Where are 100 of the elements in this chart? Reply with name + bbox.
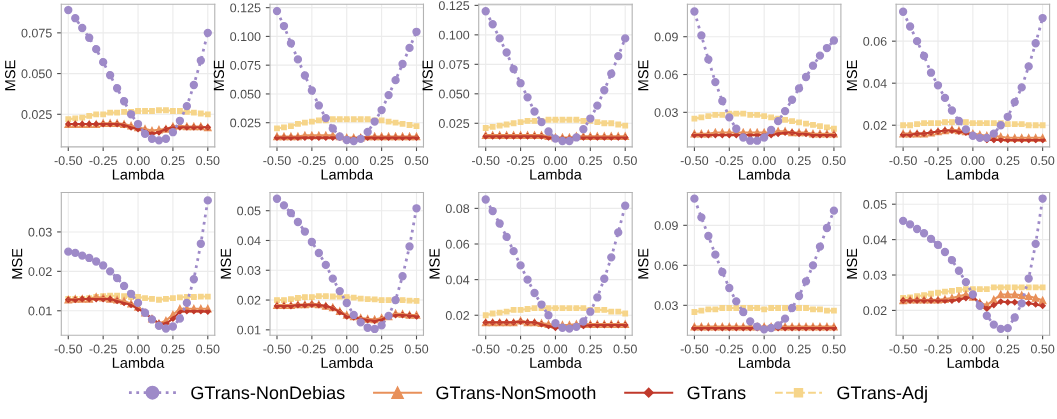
y-tick-label: 0.09 [654, 32, 678, 42]
x-tick-label: -0.25 [924, 344, 952, 354]
y-tick-label: 0.02 [445, 311, 470, 320]
y-tick-label: 0.01 [28, 306, 52, 316]
y-tick-label: 0.06 [863, 36, 887, 46]
x-tick-label: -0.25 [506, 156, 535, 166]
x-tick-label: 0.00 [543, 156, 568, 166]
x-axis-title: Lambda [739, 357, 791, 368]
legend-label: GTrans [687, 386, 746, 400]
x-tick-label: -0.25 [298, 156, 326, 166]
x-tick-label: 0.00 [335, 156, 359, 166]
y-tick-label: 0.05 [863, 200, 887, 209]
x-tick-label: 0.25 [578, 156, 602, 166]
y-axis-title: MSE [638, 248, 649, 279]
x-axis-title: Lambda [947, 168, 1000, 180]
x-tick-label: 0.00 [126, 344, 150, 354]
x-tick-label: 0.50 [196, 344, 220, 354]
y-tick-label: 0.01 [237, 325, 261, 335]
x-tick-label: 0.50 [196, 156, 220, 166]
x-tick-label: -0.25 [715, 156, 744, 166]
y-tick-label: 0.125 [438, 1, 470, 11]
x-axis-title: Lambda [530, 357, 582, 368]
x-tick-label: 0.00 [335, 344, 359, 354]
x-tick-label: -0.50 [889, 156, 917, 166]
y-tick-label: 0.050 [21, 69, 52, 79]
x-axis-title: Lambda [739, 168, 791, 180]
y-tick-label: 0.100 [230, 32, 261, 42]
y-tick-label: 0.100 [438, 30, 470, 40]
x-tick-label: 0.50 [822, 344, 846, 354]
x-tick-label: 0.25 [369, 344, 394, 354]
y-tick-label: 0.04 [863, 79, 887, 88]
x-tick-label: -0.25 [924, 156, 952, 166]
y-tick-label: 0.075 [438, 60, 470, 69]
x-tick-label: -0.50 [680, 344, 709, 354]
x-tick-label: 0.50 [1030, 344, 1055, 354]
y-tick-label: 0.09 [654, 221, 678, 230]
x-tick-label: -0.50 [472, 156, 500, 166]
y-tick-label: 0.03 [654, 108, 678, 117]
x-tick-label: 0.25 [996, 344, 1020, 354]
y-tick-label: 0.06 [445, 239, 470, 249]
x-tick-label: -0.25 [715, 344, 744, 354]
y-tick-label: 0.02 [863, 306, 887, 316]
x-tick-label: 0.50 [613, 344, 637, 354]
x-tick-label: -0.50 [263, 344, 291, 354]
y-tick-label: 0.025 [230, 118, 261, 128]
x-tick-label: -0.25 [298, 344, 326, 354]
y-axis-title: MSE [220, 248, 231, 279]
x-tick-label: -0.50 [889, 344, 917, 354]
x-tick-label: 0.00 [961, 156, 985, 166]
y-tick-label: 0.08 [445, 204, 470, 214]
x-tick-label: -0.25 [506, 344, 535, 354]
x-tick-label: 0.50 [1030, 156, 1055, 166]
legend-label: GTrans-NonDebias [191, 385, 345, 400]
y-tick-label: 0.04 [445, 275, 470, 285]
x-tick-label: 0.50 [404, 344, 429, 354]
y-tick-label: 0.06 [654, 261, 678, 270]
x-tick-label: 0.50 [404, 156, 429, 166]
y-tick-label: 0.02 [237, 295, 261, 305]
x-tick-label: 0.25 [996, 156, 1020, 166]
y-axis-title: MSE [846, 248, 858, 279]
x-axis-title: Lambda [947, 357, 1000, 368]
y-tick-label: 0.050 [438, 89, 470, 99]
x-tick-label: 0.25 [369, 156, 394, 166]
x-tick-label: 0.25 [578, 344, 602, 354]
legend-label: GTrans-Adj [837, 385, 927, 403]
y-tick-label: 0.03 [28, 227, 52, 237]
x-tick-label: -0.50 [54, 344, 83, 354]
y-tick-label: 0.075 [21, 28, 52, 38]
x-tick-label: 0.00 [543, 344, 568, 354]
x-tick-label: 0.00 [752, 156, 776, 166]
y-axis-title: MSE [638, 60, 649, 91]
y-tick-label: 0.04 [863, 235, 887, 245]
x-tick-label: -0.25 [89, 156, 117, 166]
y-axis-title: MSE [213, 60, 225, 91]
y-tick-label: 0.025 [21, 110, 52, 119]
y-tick-label: 0.04 [237, 236, 261, 246]
y-tick-label: 0.125 [230, 3, 261, 13]
y-axis-title: MSE [11, 248, 23, 279]
x-axis-title: Lambda [112, 168, 165, 180]
x-tick-label: -0.50 [472, 344, 500, 354]
y-tick-label: 0.025 [438, 119, 470, 128]
y-axis-title: MSE [429, 248, 440, 279]
x-tick-label: 0.00 [126, 156, 150, 166]
y-tick-label: 0.03 [654, 301, 678, 310]
x-tick-label: 0.25 [161, 344, 185, 354]
x-tick-label: 0.00 [961, 344, 985, 354]
y-tick-label: 0.05 [237, 206, 261, 216]
x-tick-label: 0.50 [613, 156, 637, 166]
y-tick-label: 0.075 [230, 60, 261, 70]
y-tick-label: 0.050 [230, 89, 261, 99]
x-tick-label: 0.25 [787, 156, 811, 166]
y-axis-title: MSE [5, 60, 16, 91]
y-tick-label: 0.03 [863, 270, 887, 280]
x-tick-label: 0.50 [822, 156, 846, 166]
x-tick-label: -0.50 [680, 156, 709, 166]
x-tick-label: 0.25 [161, 156, 185, 166]
x-tick-label: -0.50 [263, 156, 291, 166]
y-tick-label: 0.02 [28, 267, 52, 276]
y-axis-title: MSE [422, 60, 433, 91]
y-tick-label: 0.02 [863, 121, 887, 130]
